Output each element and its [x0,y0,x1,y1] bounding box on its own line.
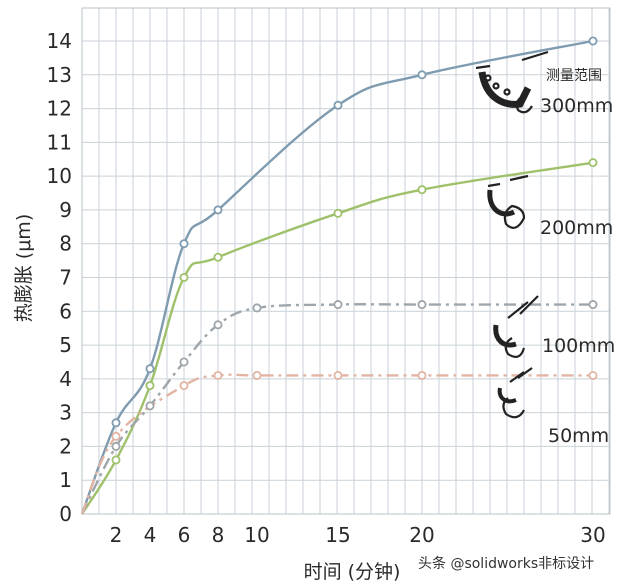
data-point-100mm [179,357,189,367]
y-tick-label: 11 [47,130,72,154]
grid [81,7,611,515]
x-tick-label: 2 [110,523,123,547]
y-tick-label: 6 [59,299,72,323]
data-point-100mm [333,300,343,310]
watermark-text: 头条 @solidworks非标设计 [418,555,594,572]
x-tick-label: 15 [325,523,350,547]
y-tick-label: 8 [59,232,72,256]
data-point-300mm [213,205,223,215]
data-point-100mm [252,303,262,313]
x-tick-label: 4 [144,523,157,547]
series-label-50mm: 50mm [548,425,609,447]
data-point-50mm [179,381,189,391]
data-point-200mm [145,381,155,391]
data-point-300mm [333,100,343,110]
y-tick-label: 0 [59,502,72,526]
series-labels: 300mm 200mm 100mm 50mm [540,95,615,447]
y-tick-label: 14 [47,29,72,53]
data-point-200mm [588,158,598,168]
x-tick-label: 8 [212,523,225,547]
series-points [111,36,598,465]
data-point-300mm [588,36,598,46]
data-point-300mm [417,70,427,80]
y-tick-label: 10 [47,164,72,188]
y-tick-label: 5 [59,333,72,357]
y-tick-label: 7 [59,266,72,290]
x-tick-label: 6 [178,523,191,547]
x-tick-label: 10 [244,523,269,547]
data-point-100mm [145,401,155,411]
data-point-200mm [213,252,223,262]
data-point-50mm [213,370,223,380]
data-point-100mm [417,300,427,310]
data-point-200mm [333,208,343,218]
series-label-200mm: 200mm [540,217,613,239]
y-tick-label: 12 [47,97,72,121]
data-point-300mm [145,364,155,374]
y-tick-label: 1 [59,468,72,492]
micrometer-50mm-icon [497,367,533,419]
y-axis-title: 热膨胀 (μm) [13,214,35,322]
data-point-100mm [213,320,223,330]
data-point-50mm [588,370,598,380]
data-point-50mm [417,370,427,380]
micrometer-300mm-icon [475,50,549,114]
data-point-200mm [179,272,189,282]
data-point-300mm [111,418,121,428]
y-tick-label: 9 [59,198,72,222]
plot-frame [81,7,611,515]
legend-title: 测量范围 [546,67,602,84]
x-tick-label: 20 [409,523,434,547]
y-tick-label: 3 [59,401,72,425]
data-point-300mm [179,239,189,249]
y-tick-label: 13 [47,63,72,87]
x-tick-label: 30 [580,523,605,547]
y-tick-label: 4 [59,367,72,391]
data-point-200mm [111,455,121,465]
data-point-50mm [111,431,121,441]
data-point-100mm [588,300,598,310]
data-point-50mm [252,370,262,380]
series-label-100mm: 100mm [542,335,615,357]
y-tick-label: 2 [59,434,72,458]
x-axis-title: 时间 (分钟) [304,561,401,583]
data-point-200mm [417,185,427,195]
series-label-300mm: 300mm [540,95,613,117]
data-point-50mm [333,370,343,380]
micrometer-100mm-icon [493,295,539,358]
micrometer-200mm-icon [487,174,529,229]
series-line-50mm [80,373,593,515]
data-point-100mm [111,441,121,451]
